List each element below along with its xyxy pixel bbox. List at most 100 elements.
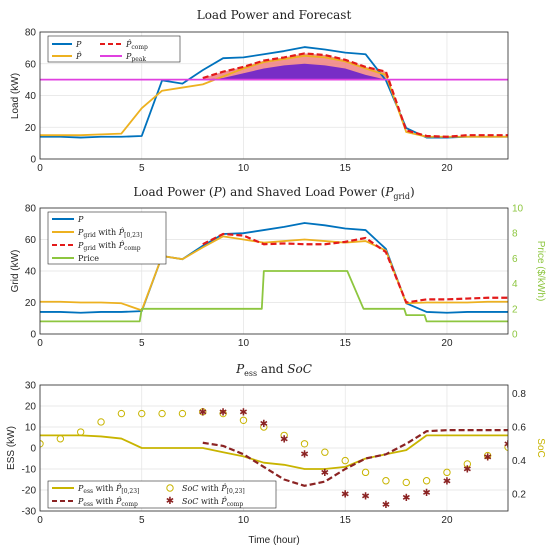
soc-point	[178, 409, 187, 418]
panel-2-ticks: 0 5 10 15 20 0 20 40 60 80 0 2 4 6 8 10	[25, 204, 524, 350]
legend2-P-label: P	[77, 215, 84, 224]
y-tick-label: -10	[22, 465, 37, 476]
soc-comp-point: ✱	[463, 465, 471, 476]
soc-point	[76, 428, 85, 436]
y-tick-label: 80	[25, 204, 37, 215]
y-tick-label: 0	[30, 155, 36, 166]
soc-comp-point: ✱	[361, 491, 369, 502]
panel-3-frame	[39, 384, 509, 512]
soc-point	[382, 477, 390, 485]
soc-comp-point: ✱	[341, 490, 349, 501]
soc-comp-point: ✱	[504, 439, 512, 450]
x-tick-label: 0	[37, 163, 43, 174]
legend2-price-label: Price	[78, 254, 99, 263]
legend3-soc023-label: SoC with P̂[0,23]	[182, 484, 245, 495]
x-tick-label: 15	[340, 338, 352, 349]
soc-point	[40, 440, 44, 448]
soc-point	[483, 451, 492, 460]
x-tick-label: 10	[238, 163, 250, 174]
y-right-tick-label: 0.8	[512, 389, 526, 400]
soc-point	[158, 409, 166, 418]
y-tick-label: 80	[25, 28, 37, 39]
soc-comp-point: ✱	[239, 407, 247, 418]
soc-comp-point: ✱	[199, 407, 207, 418]
panel-ess-soc: Pess and SoC 0 5 10 15 20 -30 -20 -10 0 10 20 30 0.2…	[6, 362, 546, 546]
y-tick-label: 0	[30, 330, 36, 341]
panel-2-ylabel: Grid (kW)	[10, 250, 21, 293]
panel-2-lines	[40, 222, 508, 323]
y-tick-label: 20	[25, 402, 37, 413]
series-line	[40, 235, 508, 312]
y-tick-label: -30	[22, 507, 37, 518]
series-line	[40, 222, 508, 314]
panel-1-legend: P P̂comp P̂ Ppeak	[47, 35, 181, 63]
x-tick-label: 5	[139, 163, 145, 174]
panel-1-ylabel: Load (kW)	[10, 73, 21, 119]
soc-comp-point: ✱	[280, 434, 288, 445]
legend3-soccomp-label: SoC with P̂comp	[182, 497, 243, 508]
x-tick-label: 5	[139, 338, 145, 349]
legend3-pesscomp-label: Pess with P̂comp	[77, 497, 138, 508]
soc-point	[117, 409, 126, 418]
soc-point	[239, 416, 248, 424]
soc-point	[97, 418, 105, 426]
panel-grid-shaved: Load Power (P) and Shaved Load Power (Pg…	[10, 185, 546, 349]
x-tick-label: 10	[238, 515, 250, 526]
legend-Ppeak-label: Ppeak	[125, 52, 146, 63]
y-tick-label: 0	[30, 444, 36, 455]
soc-comp-point: ✱	[219, 407, 227, 418]
panel-load-forecast: Load Power and Forecast 0 5 10 15 20 0 20 40 60 8…	[10, 8, 509, 174]
panel-3-ylabel-right: SoC	[535, 438, 546, 457]
series-line	[202, 429, 508, 487]
y-tick-label: 60	[25, 235, 37, 246]
y-right-tick-label: 6	[512, 254, 518, 265]
y-right-tick-label: 0.2	[512, 490, 526, 501]
panel-2-title: Load Power (P) and Shaved Load Power (Pg…	[133, 185, 414, 201]
y-right-tick-label: 4	[512, 279, 518, 290]
soc-point	[341, 456, 349, 465]
y-tick-label: 10	[25, 423, 37, 434]
soc-point	[199, 408, 207, 416]
soc-point	[138, 409, 146, 418]
panel-3-ylabel: ESS (kW)	[6, 426, 17, 470]
legend3-pess023-label: Pess with P̂[0,23]	[77, 484, 139, 495]
y-right-tick-label: 2	[512, 304, 518, 315]
soc-comp-point: ✱	[422, 488, 430, 499]
series-line	[202, 232, 508, 304]
panel-2-legend: P Pgrid with P̂[0,23] Pgrid with P̂comp …	[47, 211, 167, 265]
x-tick-label: 5	[139, 515, 145, 526]
series-line	[202, 52, 508, 138]
panel-1-title: Load Power and Forecast	[197, 8, 352, 22]
x-tick-label: 20	[441, 338, 453, 349]
panel-3-xlabel: Time (hour)	[248, 535, 299, 546]
panel-2-ylabel-right: Price ($/kWh)	[535, 241, 546, 302]
y-tick-label: 40	[25, 91, 37, 102]
y-right-tick-label: 8	[512, 229, 518, 240]
y-tick-label: 30	[25, 381, 37, 392]
soc-point	[260, 423, 268, 431]
panel-3-ticks: 0 5 10 15 20 -30 -20 -10 0 10 20 30 0.2 0.4 0.6 0.8	[22, 381, 527, 527]
legend-Phat-label: P̂	[75, 52, 82, 61]
panel-2-frame	[39, 207, 509, 335]
y-right-tick-label: 10	[512, 204, 524, 215]
soc-point	[219, 409, 227, 418]
legend3-soccomp-marker: ✱	[166, 496, 174, 507]
soc-comp-point: ✱	[300, 449, 308, 460]
soc-point	[280, 431, 288, 440]
shaded-band	[202, 63, 386, 80]
y-tick-label: 40	[25, 267, 37, 278]
panel-1-lines	[40, 46, 508, 139]
soc-point	[361, 468, 370, 477]
x-tick-label: 15	[340, 515, 352, 526]
x-tick-label: 10	[238, 338, 250, 349]
panel-3-lines: ✱ ✱ ✱ ✱ ✱ ✱ ✱ ✱ ✱ ✱ ✱ ✱ ✱ ✱ ✱ ✱	[40, 407, 512, 511]
soc-comp-point: ✱	[483, 453, 491, 464]
soc-comp-point: ✱	[402, 493, 410, 504]
x-tick-label: 0	[37, 515, 43, 526]
soc-point	[463, 460, 472, 468]
soc-comp-point: ✱	[382, 500, 390, 511]
soc-point	[402, 478, 410, 487]
y-tick-label: 60	[25, 59, 37, 70]
legend-Pcomp-label: P̂comp	[125, 40, 148, 51]
